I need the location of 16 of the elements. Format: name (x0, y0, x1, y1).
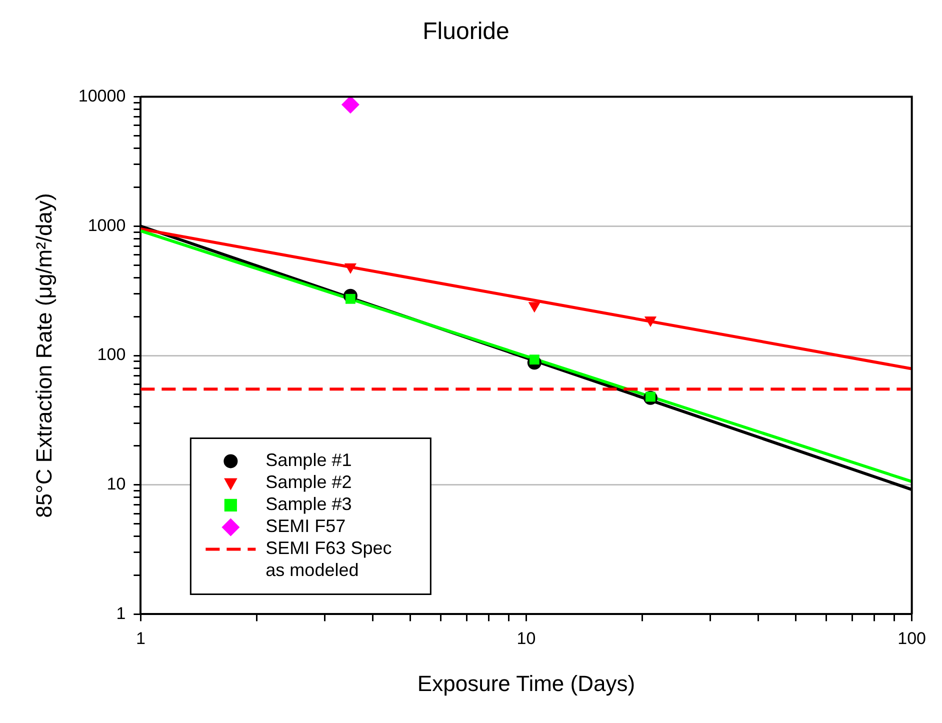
x-tick-label: 100 (898, 629, 926, 648)
y-tick-label: 10 (106, 474, 126, 494)
y-tick-label: 10000 (78, 86, 126, 106)
y-axis-title: 85°C Extraction Rate (μg/m²/day) (31, 193, 56, 518)
y-tick-label: 1000 (88, 216, 126, 235)
y-tick-label: 1 (116, 604, 126, 623)
x-axis-title: Exposure Time (Days) (417, 670, 636, 696)
y-tick-label: 100 (97, 345, 126, 364)
legend-label: SEMI F57 (266, 516, 346, 536)
legend-label: SEMI F63 Spec as modeled (266, 538, 392, 580)
x-tick-label: 1 (136, 629, 146, 648)
chart-title: Fluoride (422, 18, 510, 46)
legend-label: Sample #1 (266, 450, 352, 470)
legend-label: Sample #3 (266, 494, 352, 514)
legend-label: Sample #2 (266, 472, 352, 492)
x-tick-label: 10 (516, 629, 536, 648)
